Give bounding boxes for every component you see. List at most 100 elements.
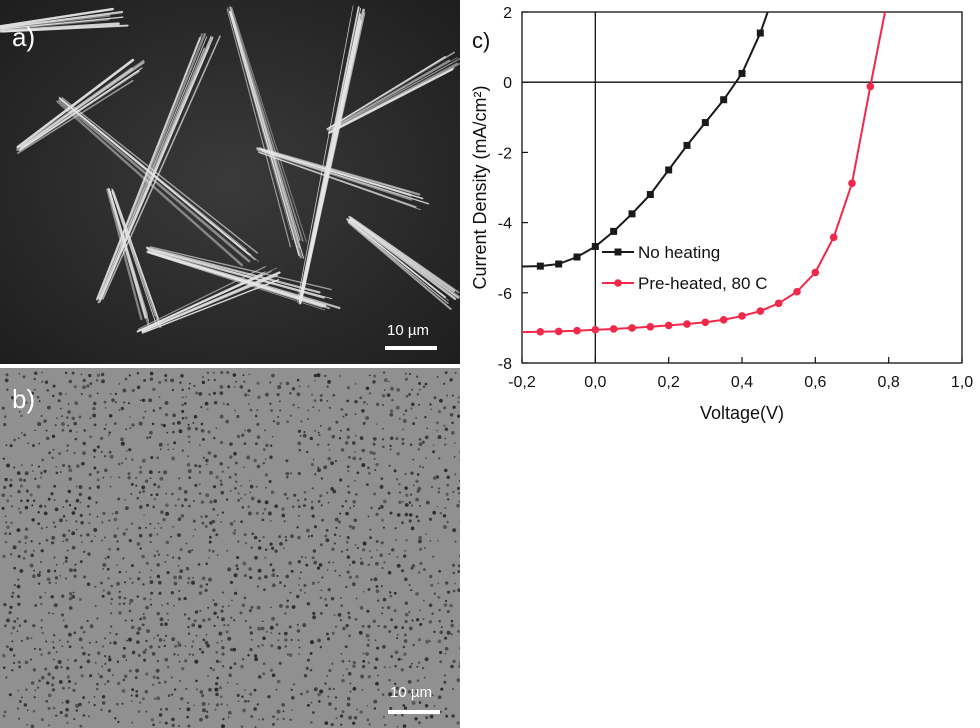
pore [47,693,52,698]
pore [54,665,59,670]
pore [128,538,132,543]
pore [459,661,460,664]
pore [417,519,420,523]
pore [128,374,132,377]
pore [335,420,339,424]
pore [372,451,376,456]
pore [353,518,358,523]
pore [348,634,351,638]
pore [123,597,127,600]
pore [264,429,266,432]
pore [127,472,131,476]
pore [73,421,77,426]
pore [149,598,152,601]
pore [349,564,351,566]
pore [375,657,379,661]
pore [431,694,434,697]
pore [197,563,201,566]
needle-strand [256,149,413,201]
pore [367,638,370,642]
pore [138,470,143,474]
pore [18,478,23,482]
pore [150,591,154,595]
pore [101,645,105,648]
pore [113,534,118,538]
pore [96,485,100,489]
pore [446,483,450,487]
pore [205,633,208,636]
pore [415,690,418,693]
pore [131,721,134,724]
pore [101,701,106,705]
pore [373,707,377,710]
pore [172,413,176,418]
pore [255,511,259,515]
pore [23,703,28,707]
pore [118,595,122,599]
pore [232,647,237,652]
pore [52,394,55,398]
pore [173,581,178,586]
pore [330,487,335,491]
pore [46,577,51,582]
pore [382,597,387,602]
pore [332,561,335,564]
pore [338,520,341,524]
pore [346,399,350,403]
pore [345,511,349,516]
pore [165,511,170,516]
data-point [683,320,691,328]
pore [41,380,44,383]
pore [297,499,300,502]
pore [187,724,191,728]
pore [344,499,348,503]
pore [95,641,98,644]
pore [160,526,163,529]
pore [304,556,307,559]
pore [298,646,301,649]
pore [187,455,189,458]
pore [236,567,239,571]
pore [166,602,169,605]
pore [172,525,175,528]
pore [348,455,351,459]
pore [108,709,112,713]
pore [418,505,421,507]
pore [74,437,78,441]
pore [166,571,170,575]
pore [199,584,203,588]
needle-strand [97,33,206,300]
pore [446,630,451,635]
pore [311,581,316,585]
pore [73,659,78,663]
pore [44,505,47,508]
pore [297,441,302,446]
pore [328,702,332,706]
pore [99,674,103,679]
pore [319,645,323,649]
pore [40,414,43,418]
pore [368,550,371,553]
needle-strand [56,100,244,267]
pore [188,387,191,390]
pore [187,469,192,474]
pore [32,499,36,502]
pore [234,487,237,490]
pore [138,491,142,494]
pore [366,483,369,486]
pore [6,645,9,649]
pore [376,599,380,602]
pore [306,602,311,606]
pore [129,598,134,603]
pore [103,427,106,431]
pore [215,533,219,537]
pore [10,521,13,525]
pore [264,548,268,551]
pore [71,511,76,515]
pore [198,470,202,474]
pore [292,505,295,508]
pore [389,448,392,451]
pore [265,630,268,633]
pore [16,707,20,710]
pore [346,435,351,439]
